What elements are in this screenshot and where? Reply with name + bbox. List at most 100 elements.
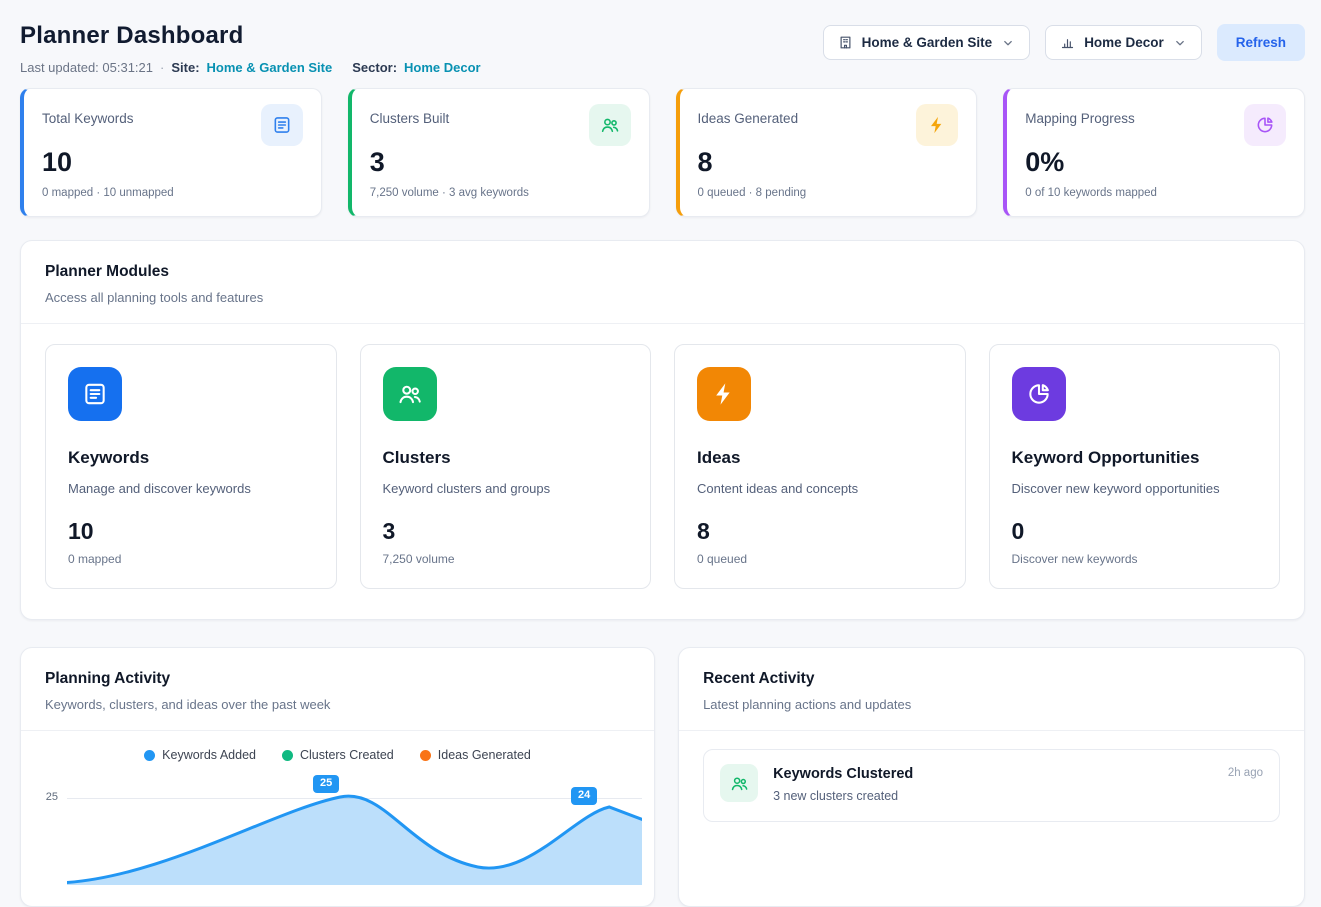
page-header: Planner Dashboard Last updated: 05:31:21… <box>20 16 1305 75</box>
pie-chart-icon <box>1244 104 1286 146</box>
separator-dot: · <box>160 60 164 75</box>
modules-subtitle: Access all planning tools and features <box>45 290 1280 305</box>
stat-detail: 7,250 volume · 3 avg keywords <box>370 187 631 199</box>
planning-activity-chart: 25 25 24 <box>21 775 654 885</box>
document-icon <box>261 104 303 146</box>
module-value: 10 <box>68 518 314 545</box>
module-value: 0 <box>1012 518 1258 545</box>
module-title: Ideas <box>697 448 943 468</box>
site-label: Site: <box>171 60 199 75</box>
bottom-row: Planning Activity Keywords, clusters, an… <box>20 647 1305 907</box>
pie-chart-icon <box>1012 367 1066 421</box>
module-card-ideas[interactable]: Ideas Content ideas and concepts 8 0 que… <box>674 344 966 589</box>
site-link[interactable]: Home & Garden Site <box>207 60 333 75</box>
module-card-keyword-opportunities[interactable]: Keyword Opportunities Discover new keywo… <box>989 344 1281 589</box>
bar-chart-icon <box>1060 35 1075 50</box>
page-title: Planner Dashboard <box>20 22 481 50</box>
lightning-icon <box>697 367 751 421</box>
data-point-badge: 24 <box>571 787 597 805</box>
users-icon <box>589 104 631 146</box>
building-icon <box>838 35 853 50</box>
sector-link[interactable]: Home Decor <box>404 60 481 75</box>
stat-card-top: Total Keywords <box>42 104 303 146</box>
module-detail: 7,250 volume <box>383 552 629 566</box>
module-title: Keywords <box>68 448 314 468</box>
module-value: 3 <box>383 518 629 545</box>
modules-grid: Keywords Manage and discover keywords 10… <box>21 324 1304 619</box>
legend-label: Keywords Added <box>162 748 256 762</box>
legend-item-ideas-generated: Ideas Generated <box>420 748 531 762</box>
sector-label: Sector: <box>352 60 397 75</box>
header-left: Planner Dashboard Last updated: 05:31:21… <box>20 16 481 75</box>
activity-text: Keywords Clustered 3 new clusters create… <box>773 764 913 803</box>
activity-description: 3 new clusters created <box>773 789 913 803</box>
legend-label: Ideas Generated <box>438 748 531 762</box>
stat-detail: 0 queued · 8 pending <box>698 187 959 199</box>
legend-label: Clusters Created <box>300 748 394 762</box>
activity-item-keywords-clustered[interactable]: Keywords Clustered 3 new clusters create… <box>703 749 1280 822</box>
module-description: Content ideas and concepts <box>697 481 943 496</box>
sector-selector[interactable]: Home Decor <box>1045 25 1202 60</box>
module-value: 8 <box>697 518 943 545</box>
keywords-added-line <box>67 775 642 885</box>
module-description: Manage and discover keywords <box>68 481 314 496</box>
stat-value: 3 <box>370 147 631 178</box>
site-selector[interactable]: Home & Garden Site <box>823 25 1031 60</box>
module-description: Keyword clusters and groups <box>383 481 629 496</box>
divider <box>21 730 654 731</box>
module-detail: 0 mapped <box>68 552 314 566</box>
recent-activity-panel: Recent Activity Latest planning actions … <box>678 647 1305 907</box>
module-detail: Discover new keywords <box>1012 552 1258 566</box>
stat-card-total-keywords: Total Keywords 10 0 mapped · 10 unmapped <box>20 88 322 217</box>
last-updated-text: Last updated: 05:31:21 <box>20 60 153 75</box>
stat-card-top: Mapping Progress <box>1025 104 1286 146</box>
stat-card-top: Clusters Built <box>370 104 631 146</box>
activity-title: Keywords Clustered <box>773 764 913 782</box>
legend-dot <box>420 750 431 761</box>
chart-legend: Keywords Added Clusters Created Ideas Ge… <box>21 748 654 762</box>
module-card-keywords[interactable]: Keywords Manage and discover keywords 10… <box>45 344 337 589</box>
stat-label: Clusters Built <box>370 104 450 126</box>
stat-card-top: Ideas Generated <box>698 104 959 146</box>
y-axis-tick: 25 <box>21 775 67 885</box>
chevron-down-icon <box>1001 36 1015 50</box>
legend-item-clusters-created: Clusters Created <box>282 748 394 762</box>
document-icon <box>68 367 122 421</box>
legend-item-keywords-added: Keywords Added <box>144 748 256 762</box>
stat-detail: 0 of 10 keywords mapped <box>1025 187 1286 199</box>
stat-card-ideas-generated: Ideas Generated 8 0 queued · 8 pending <box>676 88 978 217</box>
refresh-button[interactable]: Refresh <box>1217 24 1305 61</box>
planner-dashboard-page: Planner Dashboard Last updated: 05:31:21… <box>0 0 1321 907</box>
stat-value: 0% <box>1025 147 1286 178</box>
modules-title: Planner Modules <box>45 263 1280 281</box>
header-controls: Home & Garden Site Home Decor Refresh <box>823 24 1305 61</box>
stat-label: Mapping Progress <box>1025 104 1135 126</box>
panel-head: Planning Activity Keywords, clusters, an… <box>21 648 654 730</box>
users-icon <box>720 764 758 802</box>
activity-timestamp: 2h ago <box>1228 764 1263 779</box>
panel-head: Recent Activity Latest planning actions … <box>679 648 1304 730</box>
module-description: Discover new keyword opportunities <box>1012 481 1258 496</box>
stat-detail: 0 mapped · 10 unmapped <box>42 187 303 199</box>
planner-modules-panel: Planner Modules Access all planning tool… <box>20 240 1305 620</box>
planning-activity-title: Planning Activity <box>45 670 630 688</box>
chevron-down-icon <box>1173 36 1187 50</box>
recent-activity-title: Recent Activity <box>703 670 1280 688</box>
module-card-clusters[interactable]: Clusters Keyword clusters and groups 3 7… <box>360 344 652 589</box>
lightning-icon <box>916 104 958 146</box>
header-subline: Last updated: 05:31:21 · Site: Home & Ga… <box>20 60 481 75</box>
stat-card-clusters-built: Clusters Built 3 7,250 volume · 3 avg ke… <box>348 88 650 217</box>
module-title: Clusters <box>383 448 629 468</box>
module-detail: 0 queued <box>697 552 943 566</box>
sector-selector-label: Home Decor <box>1084 35 1164 50</box>
activity-list: Keywords Clustered 3 new clusters create… <box>679 731 1304 846</box>
stat-label: Total Keywords <box>42 104 134 126</box>
recent-activity-subtitle: Latest planning actions and updates <box>703 697 1280 712</box>
planning-activity-subtitle: Keywords, clusters, and ideas over the p… <box>45 697 630 712</box>
legend-dot <box>282 750 293 761</box>
users-icon <box>383 367 437 421</box>
chart-plot-area: 25 24 <box>67 775 642 885</box>
site-selector-label: Home & Garden Site <box>862 35 993 50</box>
stat-label: Ideas Generated <box>698 104 799 126</box>
module-title: Keyword Opportunities <box>1012 448 1258 468</box>
